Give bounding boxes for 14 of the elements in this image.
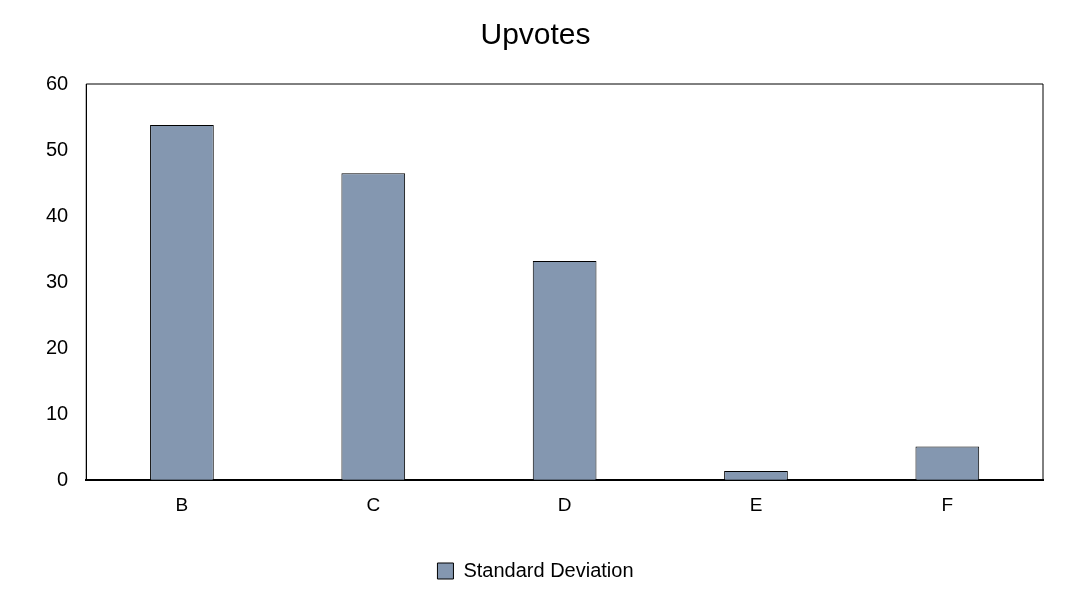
legend-label: Standard Deviation bbox=[463, 558, 634, 581]
x-tick-label: C bbox=[366, 493, 381, 515]
y-tick-label: 10 bbox=[46, 401, 69, 424]
chart-title: Upvotes bbox=[480, 17, 591, 51]
x-tick-label: E bbox=[749, 493, 763, 515]
y-tick-label: 20 bbox=[46, 335, 69, 358]
x-tick-label: B bbox=[175, 493, 189, 515]
y-tick-label: 60 bbox=[46, 71, 69, 94]
x-tick-label: D bbox=[557, 493, 572, 515]
x-tick-label: F bbox=[941, 493, 954, 515]
y-tick-label: 0 bbox=[57, 467, 69, 490]
y-tick-label: 30 bbox=[46, 269, 69, 292]
y-tick-label: 50 bbox=[46, 137, 69, 160]
y-tick-label: 40 bbox=[46, 203, 69, 226]
